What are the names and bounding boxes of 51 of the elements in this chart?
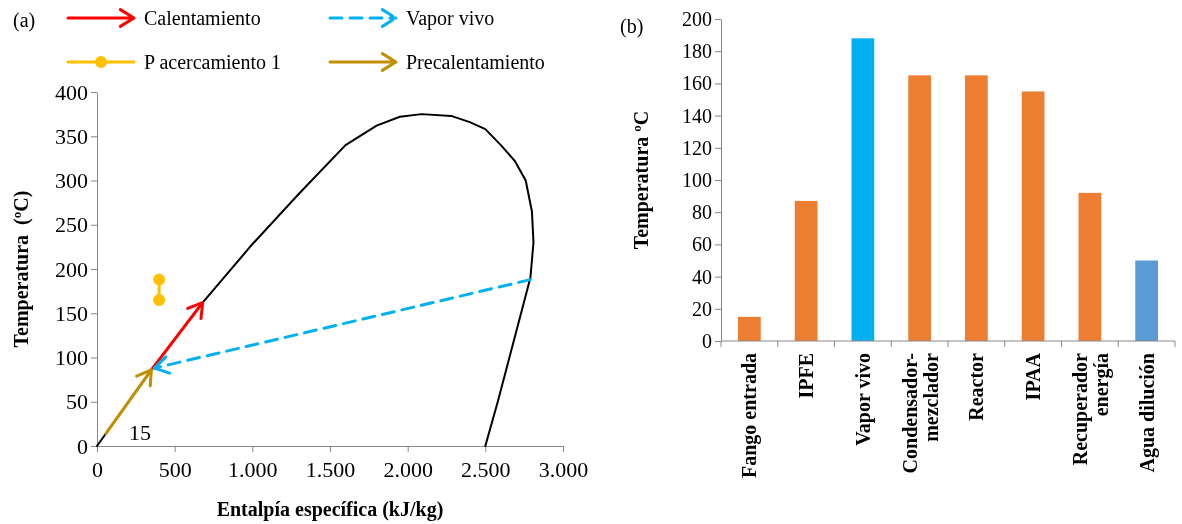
y-tick-label: 80: [692, 201, 712, 224]
x-tick-label: Recuperador energía: [1068, 352, 1113, 466]
x-tick-label: 3.000: [538, 457, 589, 482]
x-tick-label: IPAA: [1022, 352, 1045, 401]
bar: [1078, 192, 1102, 341]
chart-title: (a): [13, 9, 36, 32]
y-tick-label: 140: [682, 104, 712, 127]
bar: [908, 75, 931, 341]
x-tick-label: 500: [158, 457, 192, 482]
chart-title: (b): [620, 15, 644, 38]
y-tick-label: 40: [692, 265, 712, 288]
y-tick-label: 100: [55, 345, 88, 371]
x-tick-label: Vapor vivo: [851, 353, 875, 446]
y-tick-label: 20: [692, 297, 712, 320]
y-tick-label: 180: [682, 40, 712, 63]
x-tick-label: 2.000: [383, 457, 433, 482]
bar: [965, 75, 988, 341]
bar: [1135, 260, 1158, 341]
legend-label: P acercamiento 1: [144, 51, 281, 73]
y-tick-label: 400: [55, 79, 88, 105]
y-tick-label: 200: [682, 7, 712, 30]
y-tick-label: 120: [682, 136, 712, 159]
y-tick-label: 50: [66, 389, 88, 415]
y-tick-label: 300: [55, 168, 88, 194]
legend-label: Precalentamiento: [406, 51, 545, 73]
bar: [1021, 91, 1045, 341]
annotation: 15: [129, 420, 151, 445]
y-tick-label: 100: [682, 168, 712, 191]
x-axis-title: Entalpía específica (kJ/kg): [216, 498, 444, 521]
x-tick-label: Condensador-mezclador: [898, 352, 942, 474]
y-tick-label: 0: [702, 329, 712, 352]
bar: [738, 316, 761, 341]
x-tick-label: Agua dilución: [1135, 353, 1159, 473]
y-axis-title: Temperatura ºC: [630, 110, 653, 250]
x-tick-label: 1.500: [305, 457, 356, 482]
legend-label: Calentamiento: [144, 7, 261, 29]
y-tick-label: 250: [55, 212, 88, 238]
bar: [794, 200, 818, 341]
x-tick-label: Fango entrada: [738, 353, 762, 478]
y-tick-label: 160: [682, 72, 712, 95]
bar: [851, 38, 875, 341]
x-tick-label: Reactor: [965, 352, 988, 421]
y-tick-label: 150: [55, 300, 88, 326]
y-axis-title: Temperatura (ºC): [10, 190, 33, 348]
x-tick-label: 2.500: [461, 457, 511, 482]
x-tick-label: IPFE: [795, 353, 818, 399]
legend-label: Vapor vivo: [406, 7, 495, 30]
x-tick-label: 1.000: [228, 457, 278, 482]
y-tick-label: 60: [692, 233, 712, 256]
y-tick-label: 350: [55, 123, 88, 149]
y-tick-label: 200: [55, 256, 88, 282]
